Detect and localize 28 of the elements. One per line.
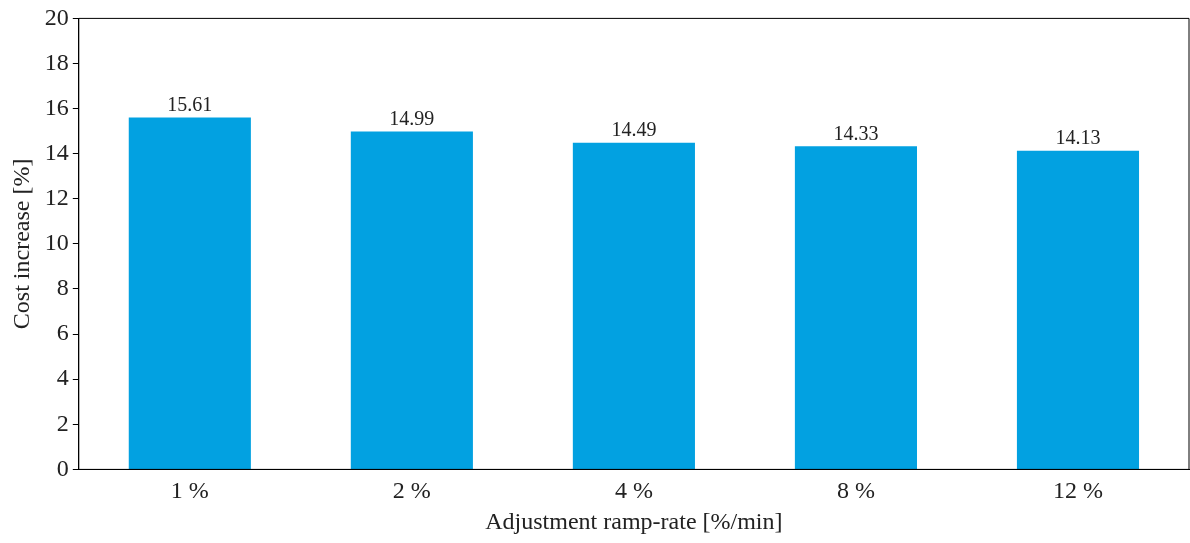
bar [572,142,695,469]
bar [350,131,473,469]
x-tick-label: 2 % [392,477,431,504]
y-tick-label: 16 [44,93,69,120]
y-tick-label: 20 [44,3,69,30]
x-tick-label: 4 % [614,477,653,504]
y-axis-title: Cost increase [%] [7,158,34,330]
x-tick-label: 1 % [170,477,209,504]
y-tick-label: 12 [44,184,69,211]
bar [794,146,917,469]
y-tick-label: 6 [56,319,69,346]
bar [1016,150,1140,469]
y-tick-label: 4 [56,364,69,391]
data-label: 14.33 [833,121,879,144]
x-tick-label: 12 % [1052,477,1103,504]
data-label: 14.49 [611,117,657,140]
x-axis-title: Adjustment ramp-rate [%/min] [485,507,783,534]
data-label: 15.61 [167,92,213,115]
y-tick-label: 10 [44,229,69,256]
y-tick-label: 8 [56,274,69,301]
bar [128,117,251,469]
data-label: 14.13 [1055,126,1101,149]
y-tick-label: 0 [56,454,69,481]
y-tick-label: 2 [56,409,69,436]
data-label: 14.99 [389,106,435,129]
y-tick-label: 14 [44,139,69,165]
y-tick-label: 18 [44,48,69,75]
x-tick-label: 8 % [836,477,875,504]
